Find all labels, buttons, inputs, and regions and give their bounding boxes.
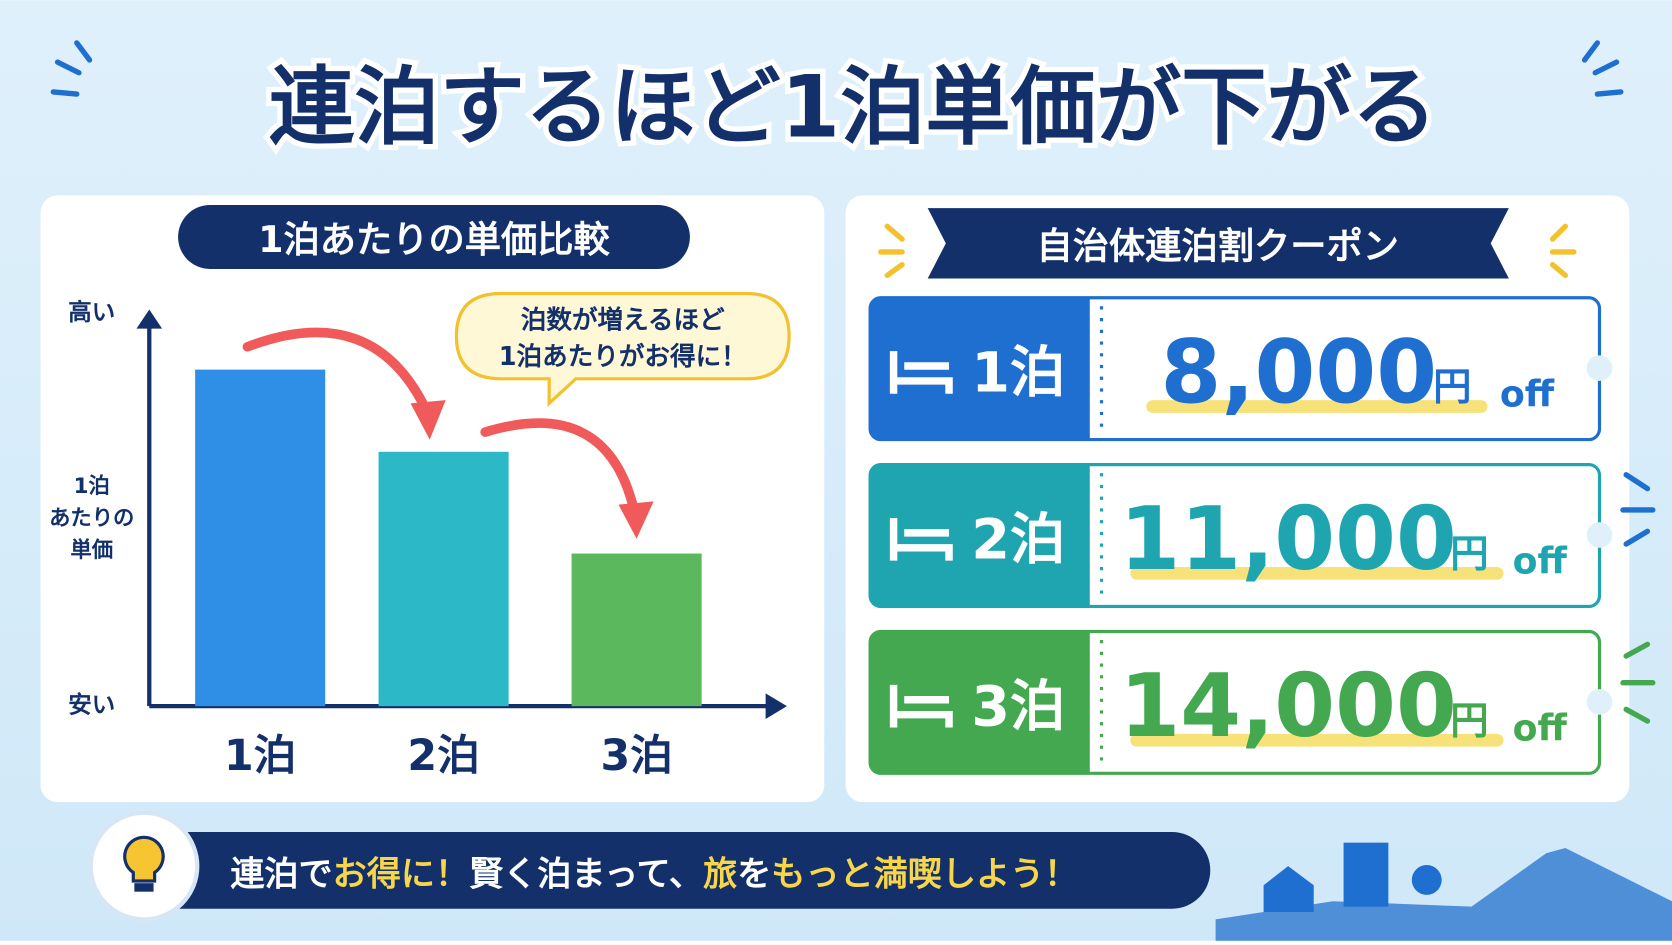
coupon-suffix: off xyxy=(1513,539,1568,582)
coupon-nights: 2泊 xyxy=(971,508,1065,572)
x-axis-arrow xyxy=(765,693,787,719)
left-title-pill xyxy=(178,204,690,269)
title-sparks xyxy=(878,223,1577,279)
coupon-tab xyxy=(870,464,1090,607)
building xyxy=(1343,842,1389,907)
accent-lines xyxy=(50,40,1624,97)
coupon-sparks-2 xyxy=(1620,641,1656,724)
coupon-notch xyxy=(1586,522,1613,548)
bulb-base xyxy=(134,883,154,892)
bed-icon xyxy=(889,351,953,394)
y-axis-arrow xyxy=(136,309,163,329)
amount-highlight xyxy=(1130,567,1504,580)
coupon-unit: 円 xyxy=(1450,699,1488,744)
right-title-ribbon xyxy=(927,208,1509,279)
bars: 1泊 2泊 3泊 xyxy=(195,369,702,781)
coupon-tab xyxy=(870,631,1090,774)
house xyxy=(1263,866,1314,912)
footer-segment: お得に！ xyxy=(333,854,469,894)
footer-text: 連泊でお得に！賢く泊まって、旅をもっと満喫しよう！ xyxy=(230,854,1078,894)
coupon-amount: 14,000 xyxy=(1119,655,1456,757)
right-title: 自治体連泊割クーポン xyxy=(1036,224,1399,267)
arrow-heads xyxy=(410,400,654,539)
speech-bubble xyxy=(454,291,791,407)
y-label-line: あたりの xyxy=(49,506,134,531)
bed-icon xyxy=(889,517,953,561)
footer-bar xyxy=(90,831,1211,909)
bed-icon xyxy=(889,684,953,728)
skyline-ground xyxy=(1215,847,1672,941)
coupon-nights: 1泊 xyxy=(971,342,1065,406)
y-top-label: 高い xyxy=(68,298,115,326)
y-label-line: 1泊 xyxy=(74,474,110,499)
coupon-amount: 11,000 xyxy=(1119,488,1456,590)
tree xyxy=(1411,865,1442,895)
coupon-unit: 円 xyxy=(1433,365,1471,410)
coupon-nights: 3泊 xyxy=(971,675,1065,739)
footer-segment: を xyxy=(737,854,771,894)
bar xyxy=(571,553,702,707)
left-title: 1泊あたりの単価比較 xyxy=(258,218,610,261)
coupon-notch xyxy=(1586,355,1613,381)
coupon-amount: 8,000 xyxy=(1161,321,1438,423)
coupon-suffix: off xyxy=(1500,373,1555,416)
footer-segment: 旅 xyxy=(703,854,737,894)
coupon-suffix: off xyxy=(1513,706,1568,749)
coupon-tab xyxy=(870,297,1090,440)
coupon-sparks xyxy=(1620,472,1656,547)
amount-highlight xyxy=(1130,733,1504,747)
coupon-unit: 円 xyxy=(1450,532,1488,577)
x-tick-label: 3泊 xyxy=(600,731,672,781)
y-label: 1泊あたりの単価 xyxy=(49,474,134,563)
bubble-text: 泊数が増えるほど 1泊あたりがお得に！ xyxy=(499,305,747,372)
amount-highlight xyxy=(1146,400,1488,413)
bubble-line: 1泊あたりがお得に！ xyxy=(499,341,747,372)
title: 連泊するほど1泊単価が下がる xyxy=(269,59,1437,158)
bar xyxy=(195,369,326,707)
bar xyxy=(378,451,509,707)
bulb-icon xyxy=(123,835,165,883)
y-label-line: 単価 xyxy=(70,537,113,563)
trend-arrows xyxy=(242,327,640,517)
x-tick-label: 2泊 xyxy=(407,731,479,781)
coupon-notch xyxy=(1586,689,1613,715)
footer-segment: 連泊で xyxy=(230,854,332,894)
bubble-line: 泊数が増えるほど xyxy=(521,305,725,336)
x-tick-label: 1泊 xyxy=(224,731,296,781)
footer-segment: もっと満喫しよう！ xyxy=(771,854,1078,894)
footer-segment: 賢く泊まって、 xyxy=(469,854,703,894)
y-bottom-label: 安い xyxy=(68,691,115,719)
